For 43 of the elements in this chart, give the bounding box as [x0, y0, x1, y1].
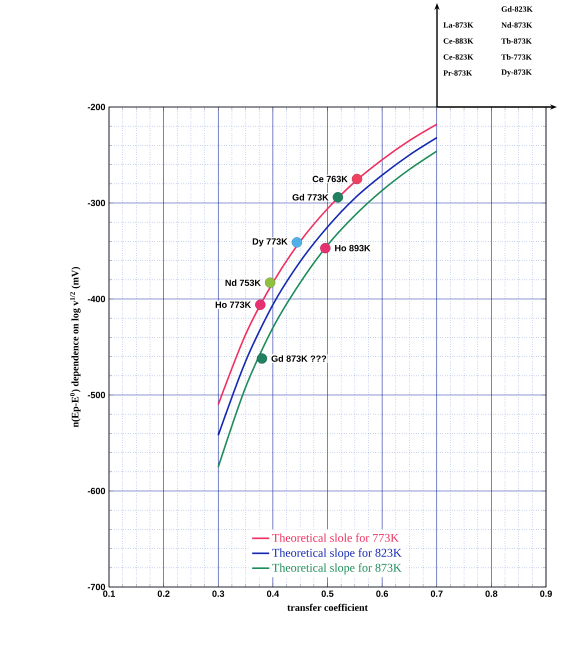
x-tick-label: 0.9 — [540, 590, 552, 597]
point — [255, 300, 266, 310]
annotation: Ho 893K — [335, 244, 370, 252]
y-tick-label: -500 — [88, 392, 106, 398]
legend-label: Theoretical slope for 873K — [272, 563, 402, 574]
y-tick-label: -400 — [88, 296, 106, 302]
point — [320, 242, 331, 254]
x-axis-title: transfer coefficient — [287, 604, 368, 611]
annotation: Dy 773K — [252, 238, 288, 246]
text: Nd-873K — [501, 22, 532, 28]
text: Gd-823K — [502, 6, 533, 12]
text: Ce-823K — [444, 54, 474, 60]
y-tick-label: -200 — [88, 104, 106, 110]
y-axis-title: n(Ep-E$^{0}$) dependence on log v$^{1/2}$ (mV) — [70, 266, 81, 428]
legend-label: Theoretical slole for 773K — [272, 533, 399, 542]
annotation: Ho 773K — [216, 302, 252, 308]
text: Pr-873K — [443, 70, 472, 76]
text: Tb-773K — [501, 54, 532, 60]
x-tick-label: 0.4 — [266, 590, 280, 597]
y-tick-label: -300 — [88, 200, 106, 206]
annotation: Gd 773K — [292, 194, 329, 201]
x-tick-label: 0.5 — [322, 590, 334, 597]
text: Ce-883K — [444, 38, 474, 44]
annotation: Ce 763K — [312, 176, 348, 182]
point — [352, 174, 362, 184]
point — [332, 192, 344, 202]
x-tick-label: 0.6 — [376, 590, 388, 597]
legend-label: Theoretical slope for 823K — [272, 548, 402, 560]
point — [256, 353, 268, 364]
annotation: Gd 873K ??? — [272, 355, 326, 362]
x-tick-label: 0.8 — [485, 590, 498, 597]
annotation: Nd 753K — [226, 279, 261, 286]
text: Tb-873K — [501, 38, 532, 44]
x-tick-label: 0.1 — [103, 590, 115, 597]
text: Dy-873K — [501, 69, 532, 77]
y-tick-label: -600 — [88, 488, 106, 494]
point — [292, 237, 302, 248]
y-tick-label: -700 — [88, 584, 106, 590]
point — [264, 277, 276, 288]
x-tick-label: 0.7 — [430, 590, 443, 597]
text: La-873K — [443, 22, 474, 28]
x-tick-label: 0.2 — [158, 590, 170, 597]
x-tick-label: 0.3 — [212, 590, 224, 597]
